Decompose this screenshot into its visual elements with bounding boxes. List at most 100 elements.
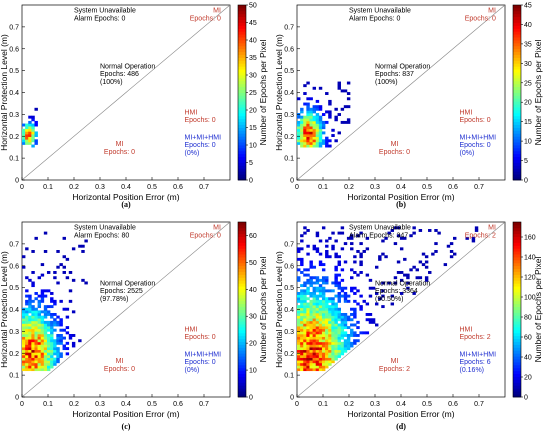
heatmap-pixel: [318, 347, 323, 351]
heatmap-pixel: [331, 323, 335, 327]
heatmap-pixel: [315, 123, 320, 127]
heatmap-pixel: [340, 231, 345, 235]
heatmap-pixel: [309, 360, 313, 364]
heatmap-pixel: [375, 292, 379, 295]
heatmap-pixel: [318, 302, 323, 306]
heatmap-pixel: [297, 313, 301, 316]
heatmap-pixel: [346, 315, 351, 319]
colorbar-segment: [238, 347, 246, 351]
heatmap-pixel: [331, 134, 335, 137]
heatmap-pixel: [309, 310, 313, 314]
heatmap-pixel: [31, 326, 35, 330]
heatmap-pixel: [81, 278, 85, 282]
heatmap-pixel: [346, 118, 351, 122]
heatmap-pixel: [340, 120, 345, 124]
heatmap-pixel: [28, 357, 32, 361]
heatmap-pixel: [303, 339, 307, 343]
heatmap-pixel: [65, 276, 70, 280]
heatmap-pixel: [46, 344, 51, 348]
heatmap-pixel: [309, 131, 313, 135]
annotation-mi-bot-2: Epochs: 2: [379, 366, 410, 373]
heatmap-pixel: [353, 271, 357, 274]
heatmap-pixel: [328, 310, 332, 314]
colorbar-segment: [238, 31, 246, 35]
heatmap-pixel: [303, 352, 307, 356]
heatmap-pixel: [297, 320, 301, 324]
heatmap-pixel: [318, 299, 323, 303]
heatmap-pixel: [356, 234, 360, 238]
heatmap-pixel: [28, 368, 32, 372]
heatmap-pixel: [321, 307, 326, 311]
heatmap-pixel: [337, 284, 341, 288]
heatmap-pixel: [315, 115, 320, 119]
heatmap-pixel: [297, 247, 301, 251]
heatmap-pixel: [328, 313, 332, 316]
heatmap-pixel: [62, 265, 66, 269]
y-tick-label: 0.4: [284, 90, 294, 97]
heatmap-pixel: [381, 239, 385, 243]
heatmap-pixel: [328, 255, 332, 259]
heatmap-pixel: [362, 250, 366, 253]
heatmap-pixel: [309, 344, 313, 348]
colorbar-segment: [513, 382, 521, 386]
heatmap-pixel: [306, 328, 310, 332]
heatmap-pixel: [321, 339, 326, 343]
heatmap-pixel: [328, 334, 332, 337]
heatmap-pixel: [297, 357, 301, 361]
heatmap-pixel: [312, 331, 317, 335]
heatmap-pixel: [318, 320, 323, 324]
heatmap-pixel: [371, 320, 376, 324]
heatmap-pixel: [303, 136, 307, 140]
colorbar-segment: [238, 112, 246, 117]
heatmap-pixel: [46, 339, 51, 343]
heatmap-pixel: [346, 318, 351, 322]
colorbar-segment: [513, 150, 521, 155]
heatmap-pixel: [50, 297, 54, 301]
annotation-mixed-1: MI+MI+HMI: [185, 352, 222, 359]
y-tick-label: 0: [290, 178, 294, 185]
heatmap-pixel: [315, 339, 320, 343]
heatmap-pixel: [53, 302, 57, 306]
colorbar-segment: [238, 259, 246, 264]
colorbar-segment: [238, 130, 246, 134]
colorbar-segment: [513, 259, 521, 264]
heatmap-pixel: [65, 257, 70, 261]
heatmap-pixel: [340, 226, 345, 230]
colorbar-tick-label: 10: [249, 368, 257, 375]
annotation-unavail-2: Alarm Epochs: 80: [74, 232, 129, 239]
heatmap-pixel: [331, 244, 335, 248]
heatmap-pixel: [297, 250, 301, 253]
heatmap-pixel: [315, 318, 320, 322]
heatmap-pixel: [37, 341, 42, 345]
x-tick-label: 0.7: [199, 184, 209, 191]
heatmap-pixel: [315, 323, 320, 327]
heatmap-pixel: [25, 307, 29, 311]
colorbar-segment: [513, 356, 521, 360]
heatmap-pixel: [25, 347, 29, 351]
heatmap-pixel: [34, 347, 38, 351]
heatmap-pixel: [22, 310, 26, 314]
heatmap-pixel: [321, 341, 326, 345]
colorbar-segment: [513, 335, 521, 340]
heatmap-pixel: [300, 302, 304, 306]
colorbar-segment: [238, 280, 246, 284]
heatmap-pixel: [343, 297, 348, 301]
annotation-mi-bot-2: Epochs: 0: [104, 149, 135, 156]
heatmap-pixel: [334, 344, 338, 348]
heatmap-pixel: [312, 334, 317, 337]
heatmap-pixel: [31, 126, 35, 130]
heatmap-pixel: [315, 231, 320, 235]
heatmap-pixel: [449, 255, 454, 259]
heatmap-pixel: [312, 297, 317, 301]
y-tick-label: 0.3: [9, 112, 19, 119]
heatmap-pixel: [375, 323, 379, 327]
heatmap-pixel: [334, 305, 338, 309]
heatmap-pixel: [37, 305, 42, 309]
heatmap-pixel: [331, 336, 335, 340]
heatmap-pixel: [31, 347, 35, 351]
heatmap-pixel: [312, 328, 317, 332]
heatmap-pixel: [306, 365, 310, 369]
heatmap-pixel: [328, 307, 332, 311]
heatmap-pixel: [31, 139, 35, 143]
colorbar-segment: [513, 385, 521, 389]
